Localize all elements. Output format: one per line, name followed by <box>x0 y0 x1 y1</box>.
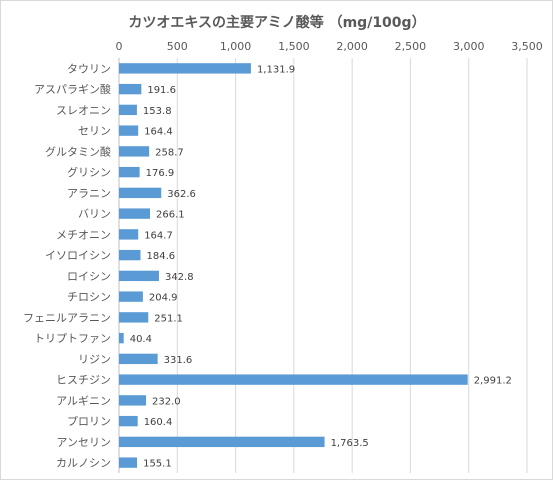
data-label: 251.1 <box>154 313 183 324</box>
category-label: カルノシン <box>56 457 111 470</box>
bar <box>119 332 124 344</box>
bar <box>119 415 138 427</box>
x-tick-label: 1,000 <box>220 40 252 53</box>
data-label: 164.4 <box>144 127 173 138</box>
bar <box>119 63 251 74</box>
bar <box>119 229 139 240</box>
bar <box>119 457 138 468</box>
x-tick-label: 3,500 <box>511 40 543 53</box>
bar <box>119 166 140 178</box>
category-label: アラニン <box>67 187 111 200</box>
data-label: 191.6 <box>147 85 176 96</box>
data-label: 1,763.5 <box>331 438 369 449</box>
bars <box>119 63 468 468</box>
category-labels: タウリンアスパラギン酸スレオニンセリングルタミン酸グリシンアラニンバリンメチオニ… <box>23 62 111 469</box>
bar <box>119 83 142 95</box>
x-tick-label: 2,500 <box>395 40 427 53</box>
data-label: 153.8 <box>143 106 172 117</box>
bar <box>119 270 159 282</box>
category-label: フェニルアラニン <box>23 311 111 324</box>
x-axis-ticks: 0 500 1,000 1,500 2,000 2,500 3,000 3,500 <box>116 40 543 53</box>
data-label: 176.9 <box>146 168 175 179</box>
category-label: グリシン <box>67 165 111 179</box>
data-label: 266.1 <box>156 210 185 221</box>
data-label: 204.9 <box>149 293 178 304</box>
category-label: タウリン <box>67 62 111 75</box>
category-label: セリン <box>78 125 111 138</box>
data-label: 331.6 <box>164 355 193 366</box>
category-label: プロリン <box>67 415 111 428</box>
data-label: 164.7 <box>144 230 173 241</box>
data-label: 155.1 <box>143 459 172 470</box>
category-label: ヒスチジン <box>56 374 111 387</box>
category-label: アスパラギン酸 <box>34 82 111 96</box>
bar <box>119 104 137 116</box>
category-label: ロイシン <box>67 270 111 283</box>
data-label: 2,991.2 <box>474 376 512 387</box>
bar <box>119 291 143 302</box>
category-label: アルギニン <box>56 394 111 407</box>
category-label: トリプトファン <box>34 332 111 345</box>
data-label: 40.4 <box>130 334 152 345</box>
bar <box>119 374 468 385</box>
x-tick-label: 2,000 <box>336 40 368 53</box>
category-label: メチオニン <box>56 228 111 241</box>
data-label: 258.7 <box>155 147 184 158</box>
bar <box>119 353 158 365</box>
bar <box>119 312 149 323</box>
category-label: スレオニン <box>56 104 111 117</box>
category-label: バリン <box>78 208 111 221</box>
data-label: 342.8 <box>165 272 194 283</box>
category-label: アンセリン <box>56 436 111 449</box>
x-tick-label: 3,000 <box>453 40 485 53</box>
x-tick-label: 1,500 <box>278 40 310 53</box>
category-label: グルタミン酸 <box>45 144 111 158</box>
bar <box>119 146 150 157</box>
x-tick-label: 500 <box>167 40 188 53</box>
bar <box>119 125 139 136</box>
bar <box>119 436 325 448</box>
x-tick-label: 0 <box>116 40 123 53</box>
data-label: 362.6 <box>167 189 196 200</box>
chart-title: カツオエキスの主要アミノ酸等 （mg/100g） <box>128 14 425 31</box>
data-label: 184.6 <box>147 251 176 262</box>
data-labels: 1,131.9 191.6 153.8 164.4 258.7 176.9 362.6 266… <box>130 64 512 469</box>
category-label: リジン <box>78 353 111 366</box>
data-label: 160.4 <box>144 417 173 428</box>
category-label: チロシン <box>67 291 111 304</box>
bar <box>119 208 151 219</box>
gridlines <box>118 58 528 473</box>
data-label: 1,131.9 <box>257 64 295 75</box>
bar <box>119 187 162 199</box>
bar <box>119 395 147 406</box>
data-label: 232.0 <box>152 396 181 407</box>
bar <box>119 249 141 261</box>
category-label: イソロイシン <box>45 249 111 262</box>
